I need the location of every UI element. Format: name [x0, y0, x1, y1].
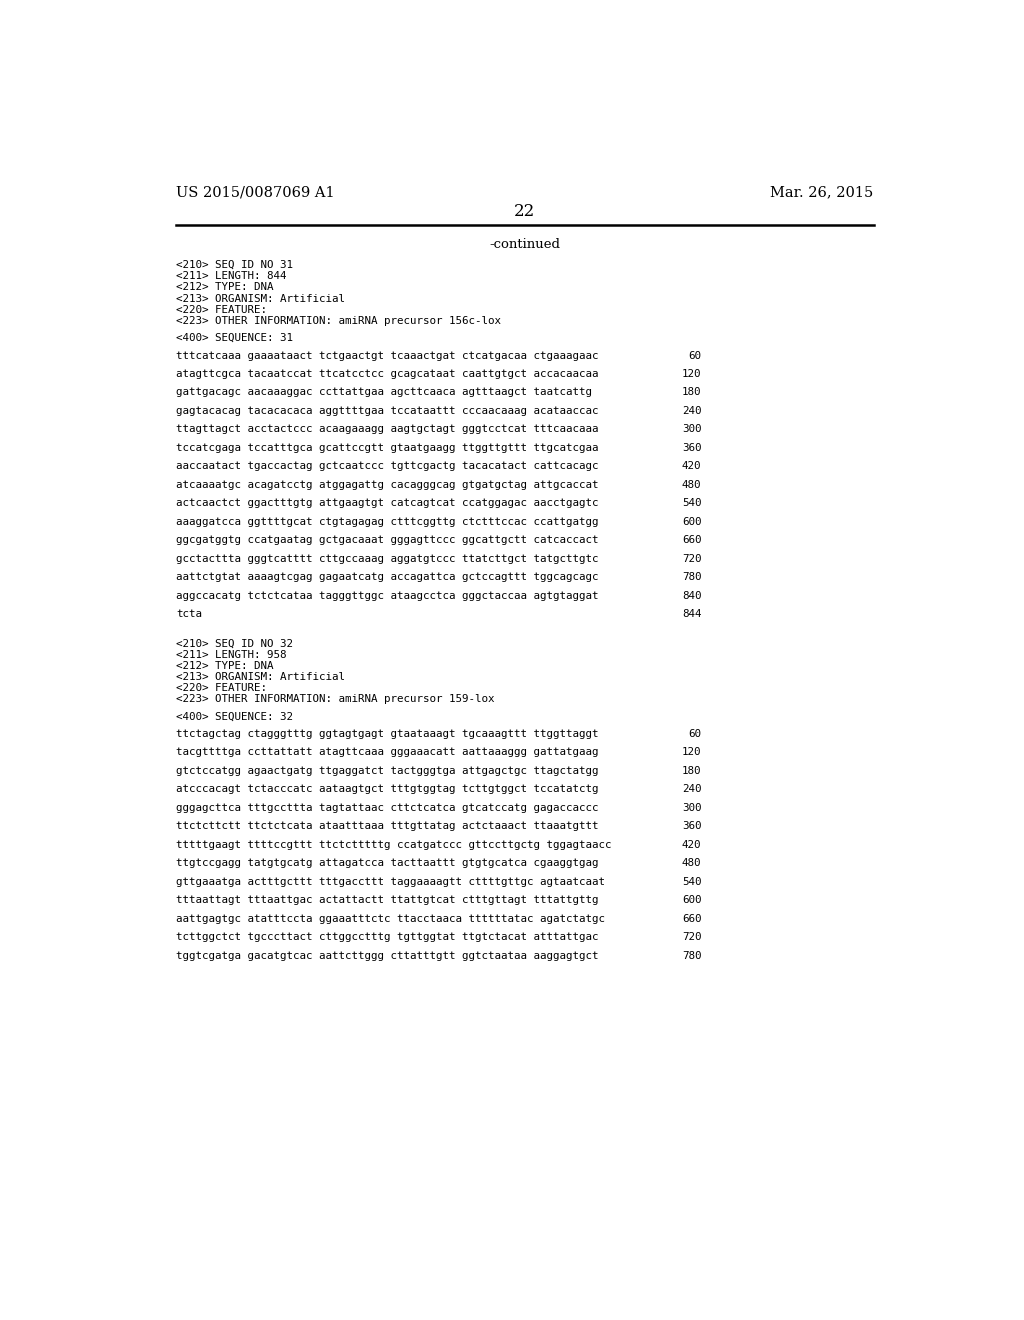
- Text: 840: 840: [682, 591, 701, 601]
- Text: ttgtccgagg tatgtgcatg attagatcca tacttaattt gtgtgcatca cgaaggtgag: ttgtccgagg tatgtgcatg attagatcca tacttaa…: [176, 858, 599, 869]
- Text: ggcgatggtg ccatgaatag gctgacaaat gggagttccc ggcattgctt catcaccact: ggcgatggtg ccatgaatag gctgacaaat gggagtt…: [176, 536, 599, 545]
- Text: aattgagtgc atatttccta ggaaatttctc ttacctaaca ttttttatac agatctatgc: aattgagtgc atatttccta ggaaatttctc ttacct…: [176, 913, 605, 924]
- Text: 660: 660: [682, 536, 701, 545]
- Text: 120: 120: [682, 747, 701, 758]
- Text: 420: 420: [682, 840, 701, 850]
- Text: 844: 844: [682, 610, 701, 619]
- Text: <213> ORGANISM: Artificial: <213> ORGANISM: Artificial: [176, 672, 345, 682]
- Text: ttctcttctt ttctctcata ataatttaaa tttgttatag actctaaact ttaaatgttt: ttctcttctt ttctctcata ataatttaaa tttgtta…: [176, 821, 599, 832]
- Text: atcaaaatgc acagatcctg atggagattg cacagggcag gtgatgctag attgcaccat: atcaaaatgc acagatcctg atggagattg cacaggg…: [176, 480, 599, 490]
- Text: 420: 420: [682, 462, 701, 471]
- Text: ttagttagct acctactccc acaagaaagg aagtgctagt gggtcctcat tttcaacaaa: ttagttagct acctactccc acaagaaagg aagtgct…: [176, 425, 599, 434]
- Text: -continued: -continued: [489, 238, 560, 251]
- Text: <210> SEQ ID NO 31: <210> SEQ ID NO 31: [176, 260, 293, 271]
- Text: <220> FEATURE:: <220> FEATURE:: [176, 305, 267, 314]
- Text: 360: 360: [682, 821, 701, 832]
- Text: aattctgtat aaaagtcgag gagaatcatg accagattca gctccagttt tggcagcagc: aattctgtat aaaagtcgag gagaatcatg accagat…: [176, 573, 599, 582]
- Text: gtctccatgg agaactgatg ttgaggatct tactgggtga attgagctgc ttagctatgg: gtctccatgg agaactgatg ttgaggatct tactggg…: [176, 766, 599, 776]
- Text: 300: 300: [682, 425, 701, 434]
- Text: 540: 540: [682, 876, 701, 887]
- Text: 780: 780: [682, 573, 701, 582]
- Text: <212> TYPE: DNA: <212> TYPE: DNA: [176, 282, 273, 292]
- Text: <223> OTHER INFORMATION: amiRNA precursor 159-lox: <223> OTHER INFORMATION: amiRNA precurso…: [176, 694, 495, 705]
- Text: gttgaaatga actttgcttt tttgaccttt taggaaaagtt cttttgttgc agtaatcaat: gttgaaatga actttgcttt tttgaccttt taggaaa…: [176, 876, 605, 887]
- Text: <400> SEQUENCE: 31: <400> SEQUENCE: 31: [176, 333, 293, 343]
- Text: <223> OTHER INFORMATION: amiRNA precursor 156c-lox: <223> OTHER INFORMATION: amiRNA precurso…: [176, 315, 501, 326]
- Text: tccatcgaga tccatttgca gcattccgtt gtaatgaagg ttggttgttt ttgcatcgaa: tccatcgaga tccatttgca gcattccgtt gtaatga…: [176, 444, 599, 453]
- Text: tggtcgatga gacatgtcac aattcttggg cttatttgtt ggtctaataa aaggagtgct: tggtcgatga gacatgtcac aattcttggg cttattt…: [176, 950, 599, 961]
- Text: 480: 480: [682, 480, 701, 490]
- Text: 600: 600: [682, 517, 701, 527]
- Text: actcaactct ggactttgtg attgaagtgt catcagtcat ccatggagac aacctgagtc: actcaactct ggactttgtg attgaagtgt catcagt…: [176, 499, 599, 508]
- Text: atcccacagt tctacccatc aataagtgct tttgtggtag tcttgtggct tccatatctg: atcccacagt tctacccatc aataagtgct tttgtgg…: [176, 784, 599, 795]
- Text: aaaggatcca ggttttgcat ctgtagagag ctttcggttg ctctttccac ccattgatgg: aaaggatcca ggttttgcat ctgtagagag ctttcgg…: [176, 517, 599, 527]
- Text: 480: 480: [682, 858, 701, 869]
- Text: 240: 240: [682, 784, 701, 795]
- Text: ttctagctag ctagggtttg ggtagtgagt gtaataaagt tgcaaagttt ttggttaggt: ttctagctag ctagggtttg ggtagtgagt gtaataa…: [176, 729, 599, 739]
- Text: 60: 60: [688, 351, 701, 360]
- Text: 720: 720: [682, 554, 701, 564]
- Text: tttcatcaaa gaaaataact tctgaactgt tcaaactgat ctcatgacaa ctgaaagaac: tttcatcaaa gaaaataact tctgaactgt tcaaact…: [176, 351, 599, 360]
- Text: <212> TYPE: DNA: <212> TYPE: DNA: [176, 661, 273, 671]
- Text: <211> LENGTH: 844: <211> LENGTH: 844: [176, 271, 287, 281]
- Text: Mar. 26, 2015: Mar. 26, 2015: [770, 185, 873, 199]
- Text: tcta: tcta: [176, 610, 202, 619]
- Text: gggagcttca tttgccttta tagtattaac cttctcatca gtcatccatg gagaccaccc: gggagcttca tttgccttta tagtattaac cttctca…: [176, 803, 599, 813]
- Text: <220> FEATURE:: <220> FEATURE:: [176, 684, 267, 693]
- Text: tacgttttga ccttattatt atagttcaaa gggaaacatt aattaaaggg gattatgaag: tacgttttga ccttattatt atagttcaaa gggaaac…: [176, 747, 599, 758]
- Text: 60: 60: [688, 729, 701, 739]
- Text: <213> ORGANISM: Artificial: <213> ORGANISM: Artificial: [176, 293, 345, 304]
- Text: 780: 780: [682, 950, 701, 961]
- Text: 600: 600: [682, 895, 701, 906]
- Text: 240: 240: [682, 407, 701, 416]
- Text: aaccaatact tgaccactag gctcaatccc tgttcgactg tacacatact cattcacagc: aaccaatact tgaccactag gctcaatccc tgttcga…: [176, 462, 599, 471]
- Text: US 2015/0087069 A1: US 2015/0087069 A1: [176, 185, 335, 199]
- Text: tcttggctct tgcccttact cttggcctttg tgttggtat ttgtctacat atttattgac: tcttggctct tgcccttact cttggcctttg tgttgg…: [176, 932, 599, 942]
- Text: <400> SEQUENCE: 32: <400> SEQUENCE: 32: [176, 711, 293, 722]
- Text: tttttgaagt ttttccgttt ttctctttttg ccatgatccc gttccttgctg tggagtaacc: tttttgaagt ttttccgttt ttctctttttg ccatga…: [176, 840, 611, 850]
- Text: 120: 120: [682, 370, 701, 379]
- Text: 180: 180: [682, 766, 701, 776]
- Text: <210> SEQ ID NO 32: <210> SEQ ID NO 32: [176, 639, 293, 648]
- Text: 22: 22: [514, 203, 536, 220]
- Text: 300: 300: [682, 803, 701, 813]
- Text: gagtacacag tacacacaca aggttttgaa tccataattt cccaacaaag acataaccac: gagtacacag tacacacaca aggttttgaa tccataa…: [176, 407, 599, 416]
- Text: aggccacatg tctctcataa tagggttggc ataagcctca gggctaccaa agtgtaggat: aggccacatg tctctcataa tagggttggc ataagcc…: [176, 591, 599, 601]
- Text: atagttcgca tacaatccat ttcatcctcc gcagcataat caattgtgct accacaacaa: atagttcgca tacaatccat ttcatcctcc gcagcat…: [176, 370, 599, 379]
- Text: <211> LENGTH: 958: <211> LENGTH: 958: [176, 649, 287, 660]
- Text: 180: 180: [682, 388, 701, 397]
- Text: 660: 660: [682, 913, 701, 924]
- Text: gcctacttta gggtcatttt cttgccaaag aggatgtccc ttatcttgct tatgcttgtc: gcctacttta gggtcatttt cttgccaaag aggatgt…: [176, 554, 599, 564]
- Text: 360: 360: [682, 444, 701, 453]
- Text: tttaattagt tttaattgac actattactt ttattgtcat ctttgttagt tttattgttg: tttaattagt tttaattgac actattactt ttattgt…: [176, 895, 599, 906]
- Text: 720: 720: [682, 932, 701, 942]
- Text: gattgacagc aacaaaggac ccttattgaa agcttcaaca agtttaagct taatcattg: gattgacagc aacaaaggac ccttattgaa agcttca…: [176, 388, 592, 397]
- Text: 540: 540: [682, 499, 701, 508]
